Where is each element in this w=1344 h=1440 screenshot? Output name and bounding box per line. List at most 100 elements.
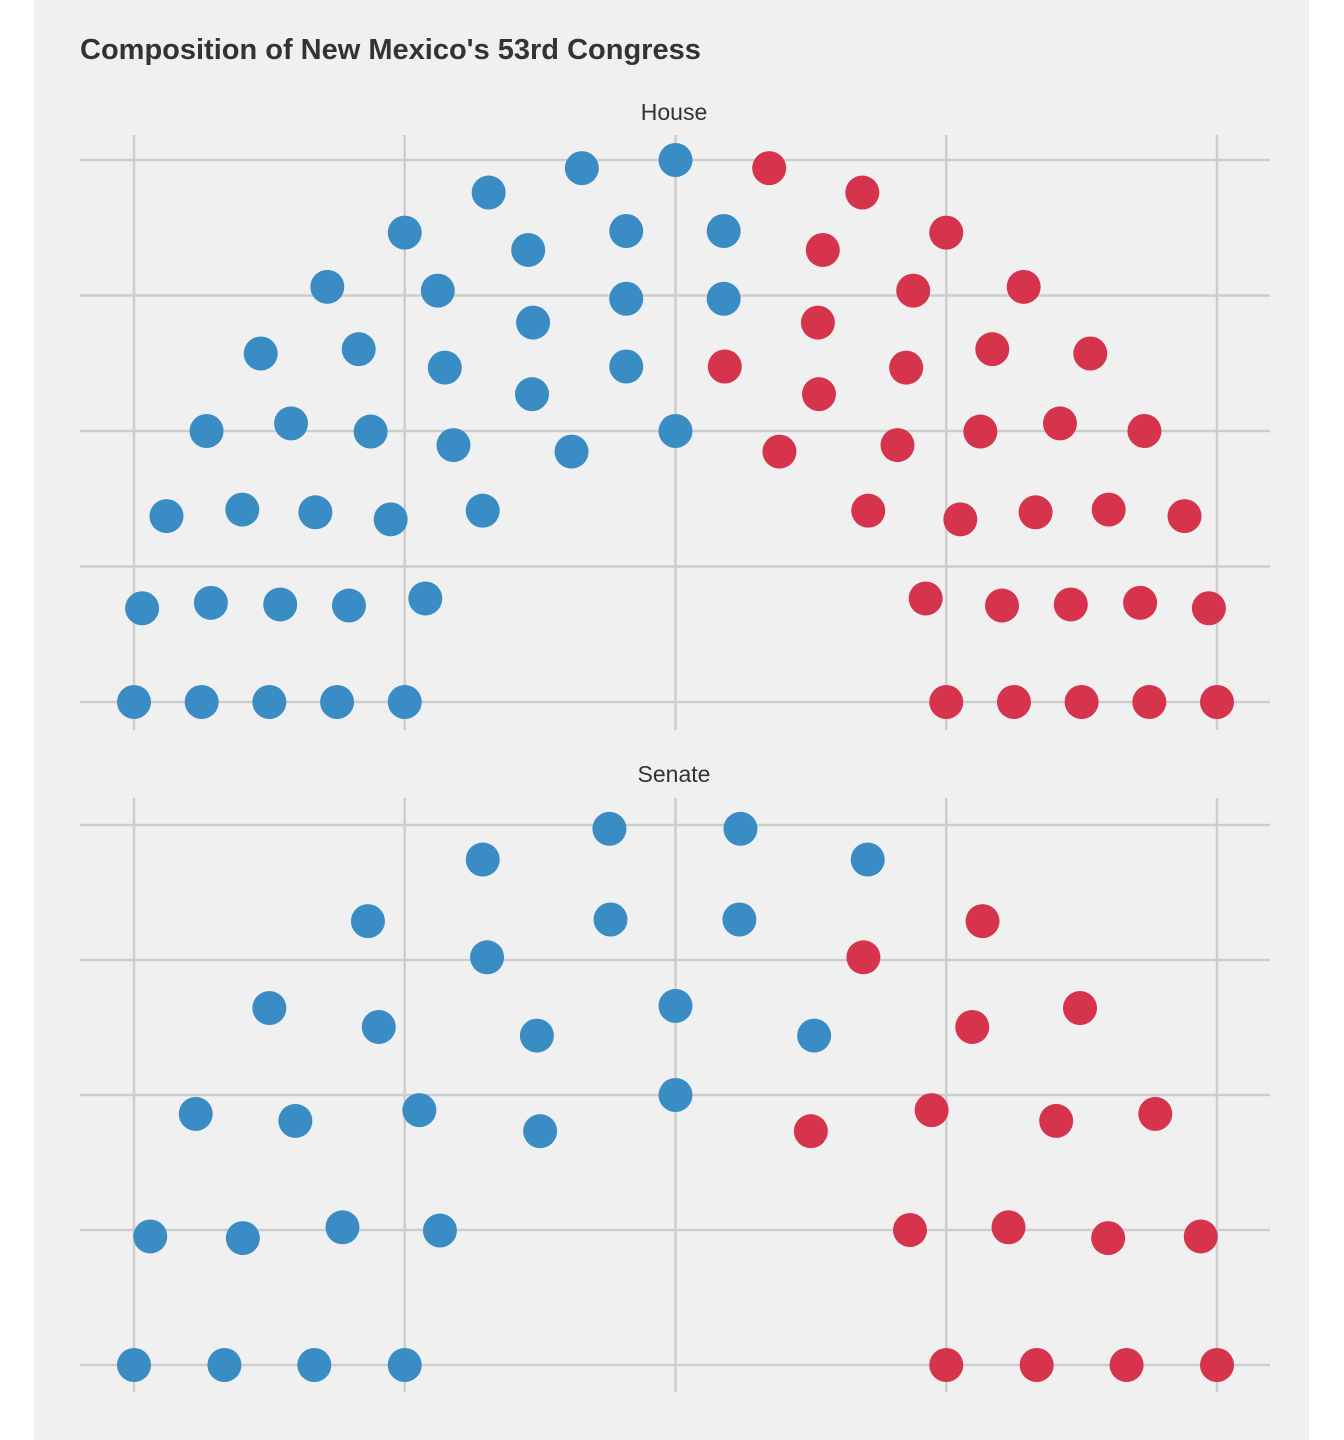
democrat-seat bbox=[515, 377, 550, 412]
democrat-seat bbox=[193, 585, 228, 620]
democrat-seat bbox=[516, 305, 551, 340]
democrat-seat bbox=[658, 1078, 693, 1112]
republican-seat bbox=[1073, 336, 1108, 371]
democrat-seat bbox=[408, 581, 443, 616]
republican-seat bbox=[1091, 492, 1126, 527]
republican-seat bbox=[965, 904, 1000, 939]
democrat-seat bbox=[470, 940, 505, 975]
democrat-seat bbox=[402, 1093, 437, 1128]
democrat-seat bbox=[117, 1348, 151, 1382]
republican-seat bbox=[1167, 499, 1202, 534]
republican-seat bbox=[889, 350, 924, 385]
democrat-seat bbox=[225, 1221, 260, 1256]
republican-seat bbox=[805, 232, 840, 267]
republican-seat bbox=[1200, 1348, 1234, 1382]
democrat-seat bbox=[350, 904, 385, 939]
republican-seat bbox=[800, 305, 835, 340]
democrat-seat bbox=[263, 587, 298, 622]
democrat-seat bbox=[320, 685, 355, 719]
democrat-seat bbox=[252, 991, 287, 1026]
democrat-seat bbox=[278, 1103, 313, 1138]
democrat-seat bbox=[310, 269, 345, 304]
democrat-seat bbox=[422, 1213, 457, 1248]
republican-seat bbox=[1064, 685, 1099, 719]
democrat-seat bbox=[658, 143, 693, 177]
democrat-seat bbox=[706, 214, 741, 249]
democrat-seat bbox=[133, 1219, 168, 1254]
republican-seat bbox=[1018, 495, 1053, 530]
republican-seat bbox=[1183, 1219, 1218, 1254]
democrat-seat bbox=[706, 281, 741, 316]
democrat-seat bbox=[592, 811, 627, 846]
democrat-seat bbox=[471, 175, 506, 210]
republican-seat bbox=[908, 581, 943, 616]
democrat-seat bbox=[117, 685, 151, 719]
republican-seat bbox=[1200, 685, 1234, 719]
democrat-seat bbox=[373, 502, 408, 537]
democrat-seat bbox=[341, 332, 376, 367]
republican-seat bbox=[752, 151, 787, 186]
democrat-seat bbox=[331, 588, 366, 623]
democrat-seat bbox=[564, 151, 599, 186]
republican-seat bbox=[929, 685, 964, 719]
democrat-seat bbox=[519, 1018, 554, 1053]
republican-seat bbox=[1006, 269, 1041, 304]
democrat-seat bbox=[387, 215, 422, 250]
republican-seat bbox=[955, 1009, 990, 1044]
republican-seat bbox=[892, 1213, 927, 1247]
democrat-seat bbox=[387, 1348, 422, 1382]
democrat-seat bbox=[225, 492, 260, 527]
republican-seat bbox=[1039, 1103, 1074, 1138]
republican-seat bbox=[762, 434, 797, 469]
republican-seat bbox=[793, 1114, 828, 1149]
democrat-seat bbox=[325, 1210, 360, 1245]
republican-seat bbox=[896, 273, 931, 308]
democrat-seat bbox=[207, 1348, 242, 1382]
democrat-seat bbox=[243, 336, 278, 371]
republican-seat bbox=[845, 175, 880, 210]
republican-seat bbox=[1042, 406, 1077, 441]
democrat-seat bbox=[252, 685, 287, 719]
republican-seat bbox=[991, 1210, 1026, 1245]
democrat-seat bbox=[178, 1096, 213, 1131]
democrat-seat bbox=[274, 406, 309, 441]
republican-seat bbox=[985, 588, 1020, 623]
democrat-seat bbox=[420, 273, 455, 308]
democrat-seat bbox=[387, 685, 422, 719]
democrat-seat bbox=[361, 1009, 396, 1044]
democrat-seat bbox=[609, 349, 644, 384]
democrat-seat bbox=[609, 214, 644, 249]
democrat-seat bbox=[554, 434, 589, 469]
republican-seat bbox=[1019, 1348, 1054, 1382]
democrat-seat bbox=[658, 414, 693, 448]
democrat-seat bbox=[465, 842, 500, 877]
republican-seat bbox=[1132, 685, 1167, 719]
republican-seat bbox=[880, 428, 915, 463]
facet-label: Senate bbox=[638, 761, 711, 787]
chart-panel bbox=[34, 0, 1309, 1440]
republican-seat bbox=[801, 377, 836, 412]
democrat-seat bbox=[609, 281, 644, 316]
republican-seat bbox=[1109, 1348, 1144, 1382]
democrat-seat bbox=[523, 1114, 558, 1149]
republican-seat bbox=[914, 1093, 949, 1128]
republican-seat bbox=[975, 332, 1010, 367]
democrat-seat bbox=[189, 414, 224, 448]
democrat-seat bbox=[436, 428, 471, 463]
republican-seat bbox=[1063, 991, 1098, 1026]
facet-senate: Senate bbox=[80, 761, 1270, 1392]
republican-seat bbox=[707, 349, 742, 384]
republican-seat bbox=[1123, 585, 1158, 620]
chart-title: Composition of New Mexico's 53rd Congres… bbox=[80, 34, 701, 66]
democrat-seat bbox=[723, 811, 758, 846]
facet-label: House bbox=[641, 99, 707, 125]
democrat-seat bbox=[797, 1018, 832, 1053]
democrat-seat bbox=[184, 685, 219, 719]
republican-seat bbox=[929, 215, 964, 250]
democrat-seat bbox=[353, 414, 388, 449]
democrat-seat bbox=[125, 591, 160, 626]
democrat-seat bbox=[850, 842, 885, 877]
republican-seat bbox=[963, 414, 998, 449]
republican-seat bbox=[846, 940, 881, 975]
